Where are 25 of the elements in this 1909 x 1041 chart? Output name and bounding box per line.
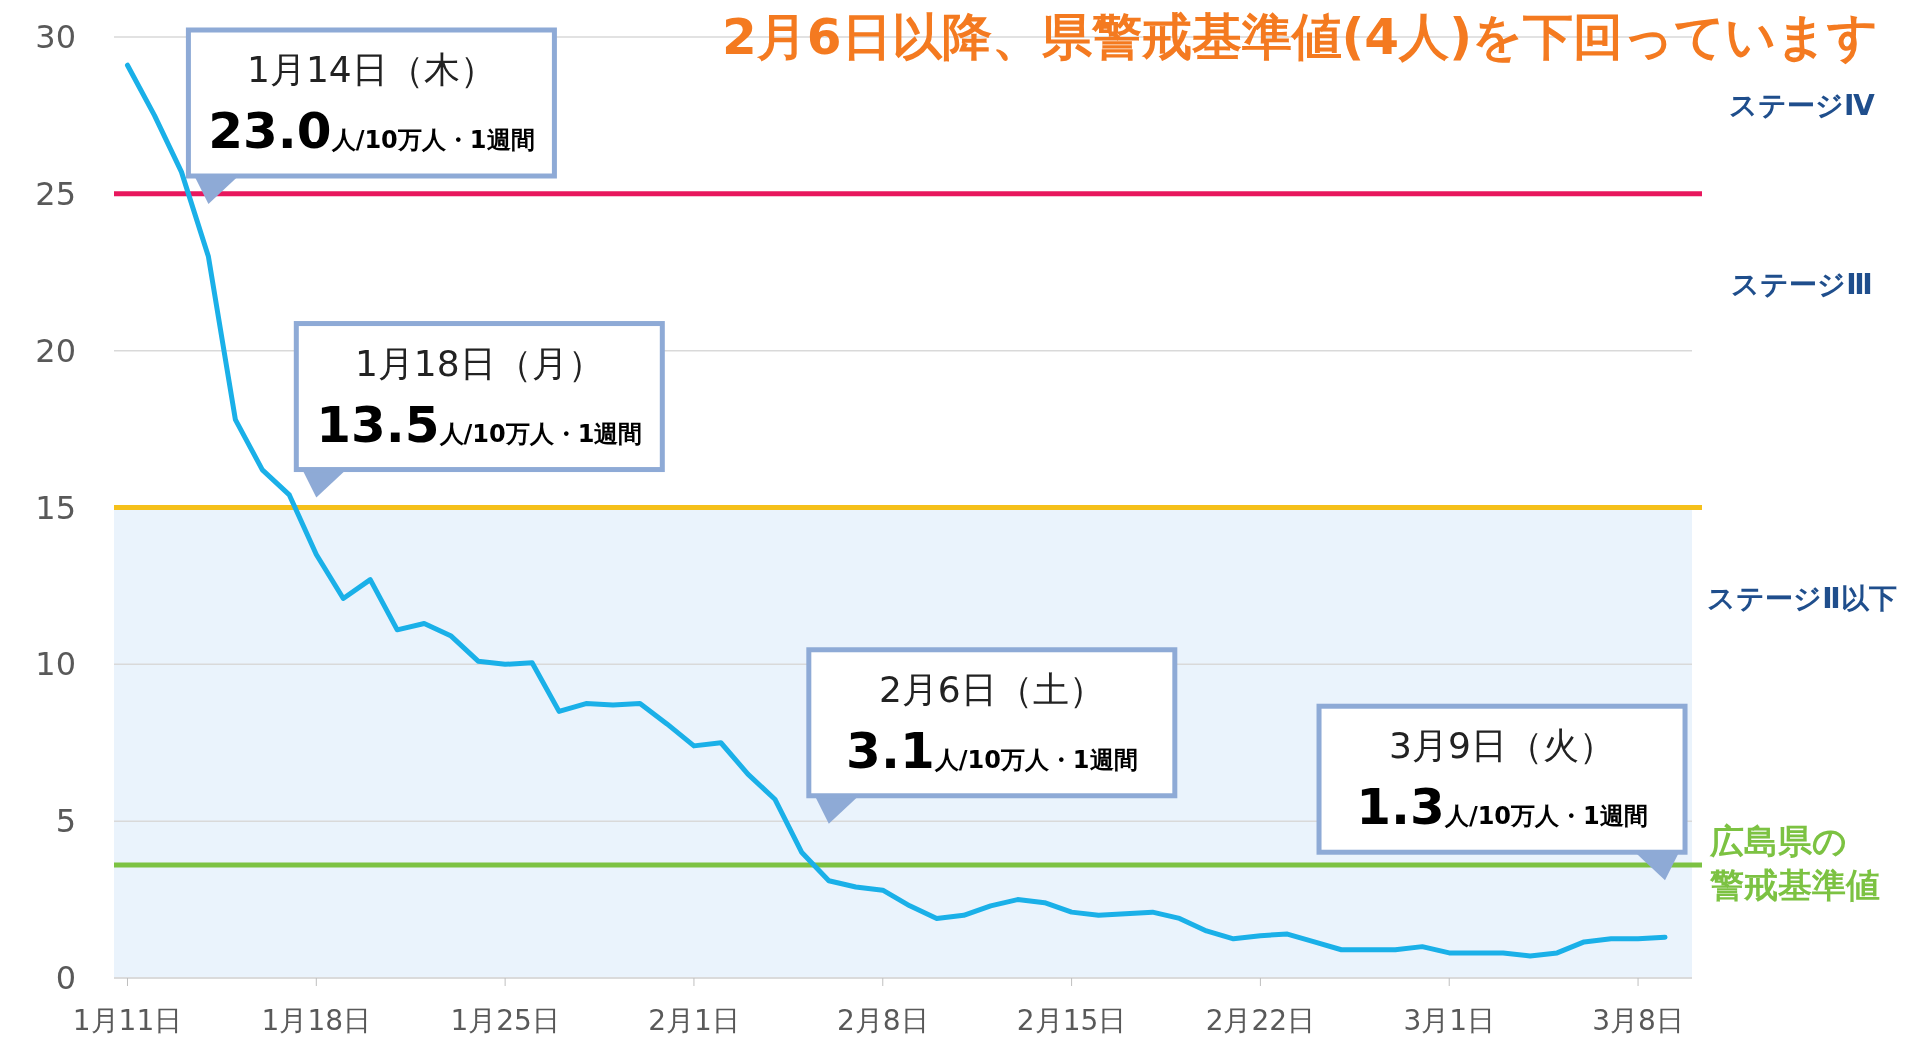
- y-tick-label: 20: [35, 331, 76, 370]
- text: ステージⅡ以下: [1707, 581, 1897, 615]
- x-tick-label: 2月22日: [1205, 1004, 1316, 1037]
- x-tick-label: 1月25日: [450, 1004, 560, 1037]
- x-tick-label: 1月11日: [72, 1004, 183, 1037]
- annotation: 1月14日（木） 23.0人/10万人・1週間: [208, 49, 535, 160]
- chart-title: 2月6日以降、県警戒基準値(4人)を下回っています: [721, 8, 1878, 66]
- y-tick-label: 25: [35, 174, 76, 213]
- y-tick-label: 5: [55, 802, 76, 841]
- x-tick-label: 2月15日: [1016, 1004, 1127, 1037]
- annotation: 1月18日（月） 13.5人/10万人・1週間: [316, 342, 643, 454]
- y-tick-label: 0: [55, 959, 76, 997]
- annotation: 2月6日（土） 3.1人/10万人・1週間: [846, 668, 1138, 780]
- y-tick-label: 30: [35, 18, 76, 56]
- y-tick-label: 15: [35, 488, 76, 527]
- x-tick-label: 3月1日: [1403, 1004, 1496, 1037]
- text: ステージⅣ: [1729, 89, 1876, 123]
- x-tick-label: 3月8日: [1592, 1004, 1684, 1037]
- annotation: 3月9日（火） 1.3人/10万人・1週間: [1356, 725, 1648, 837]
- x-tick-label: 2月1日: [648, 1004, 740, 1037]
- y-tick-label: 10: [35, 645, 76, 684]
- x-tick-label: 1月18日: [261, 1004, 372, 1037]
- ref-line-label: 広島県の警戒基準値: [1709, 821, 1880, 906]
- text: ステージⅢ: [1731, 267, 1873, 301]
- x-tick-label: 2月8日: [836, 1004, 929, 1037]
